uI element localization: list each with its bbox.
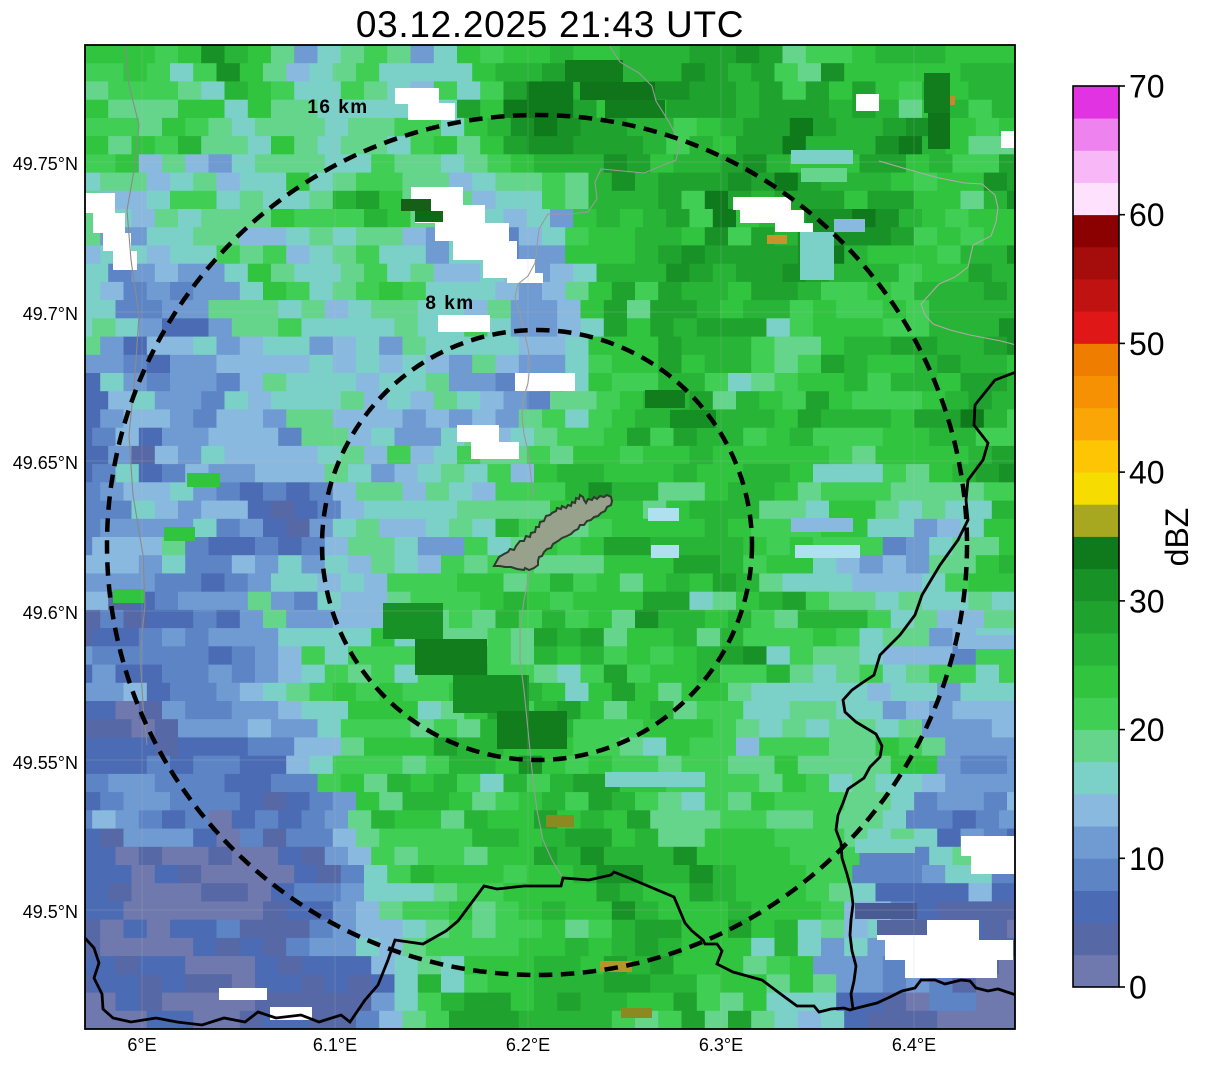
svg-text:10: 10 <box>1129 841 1165 877</box>
svg-text:6.1°E: 6.1°E <box>313 1035 357 1055</box>
svg-text:60: 60 <box>1129 197 1165 233</box>
svg-text:30: 30 <box>1129 583 1165 619</box>
svg-text:16 km: 16 km <box>307 97 368 118</box>
svg-text:6.2°E: 6.2°E <box>506 1035 550 1055</box>
svg-text:50: 50 <box>1129 326 1165 362</box>
svg-text:0: 0 <box>1129 970 1147 1006</box>
svg-text:49.65°N: 49.65°N <box>13 453 78 473</box>
svg-text:49.5°N: 49.5°N <box>23 902 78 922</box>
svg-text:6°E: 6°E <box>127 1035 156 1055</box>
svg-text:49.7°N: 49.7°N <box>23 304 78 324</box>
svg-text:49.75°N: 49.75°N <box>13 154 78 174</box>
svg-text:6.4°E: 6.4°E <box>892 1035 936 1055</box>
svg-text:40: 40 <box>1129 455 1165 491</box>
svg-text:6.3°E: 6.3°E <box>699 1035 743 1055</box>
svg-text:49.55°N: 49.55°N <box>13 753 78 773</box>
svg-text:49.6°N: 49.6°N <box>23 603 78 623</box>
svg-text:20: 20 <box>1129 712 1165 748</box>
svg-text:8 km: 8 km <box>425 293 474 314</box>
svg-text:03.12.2025 21:43 UTC: 03.12.2025 21:43 UTC <box>356 4 744 45</box>
svg-text:70: 70 <box>1129 69 1165 105</box>
svg-text:dBZ: dBZ <box>1159 508 1195 567</box>
